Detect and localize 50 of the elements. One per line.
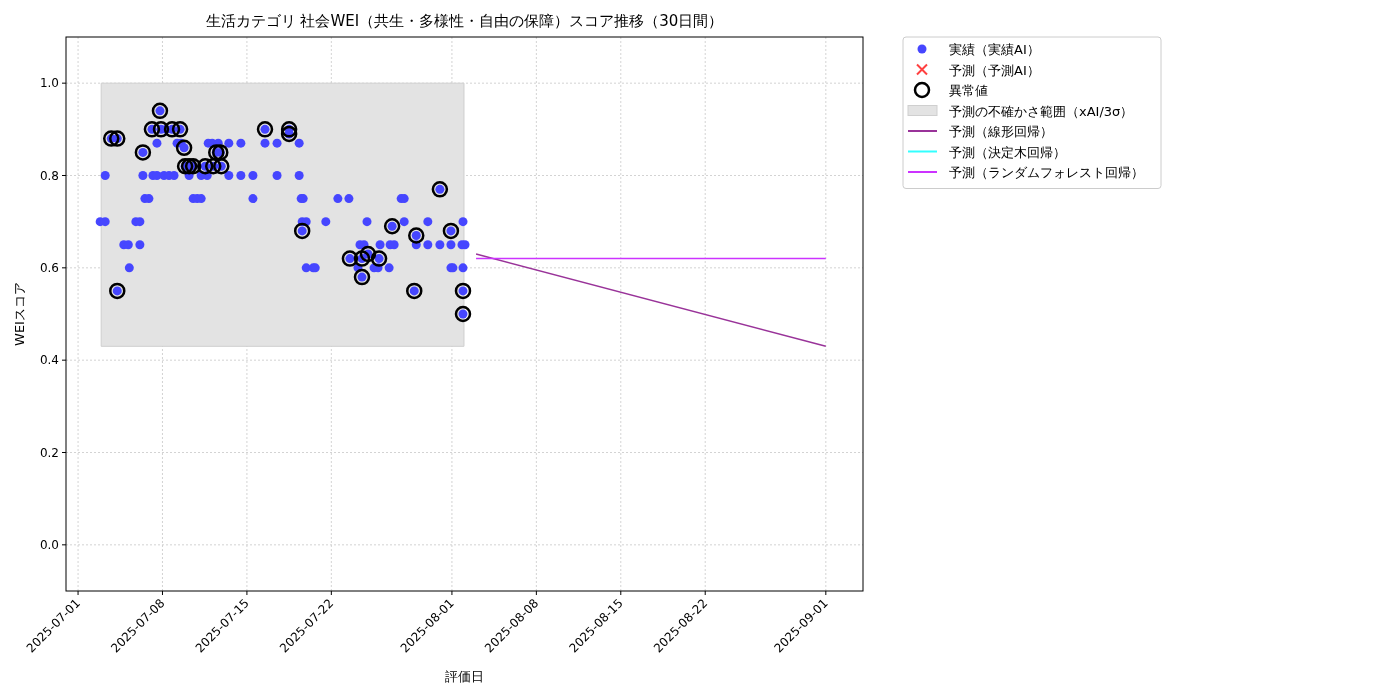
point [280,125,298,143]
point [163,121,181,138]
point [442,222,460,240]
point [176,158,194,175]
point [353,250,371,267]
y-tick-label: 1.0 [39,76,59,91]
legend-label: 予測（ランダムフォレスト回帰） [949,165,1144,180]
point [256,121,274,138]
point [431,181,449,198]
point [341,250,359,267]
x-axis-title: 評価日 [445,669,484,684]
point [143,121,161,138]
point [383,218,401,235]
point [109,282,126,300]
point [454,305,472,323]
point [204,158,222,175]
y-tick-label: 0.4 [39,353,59,368]
point [359,245,377,263]
point [171,121,189,138]
point [208,144,225,161]
legend-label: 異常値 [949,83,988,98]
point [213,158,230,175]
legend-label: 実績（実績AI） [949,42,1040,57]
point [196,158,214,175]
point [353,268,371,286]
y-tick-label: 0.8 [39,168,59,183]
point [151,102,169,120]
legend-label: 予測（予測AI） [949,62,1040,78]
point [293,222,311,240]
legend-label: 予測（決定木回帰） [949,144,1066,160]
chart-title: 生活カテゴリ 社会WEI（共生・多様性・自由の保障）スコア推移（30日間） [205,12,724,30]
point [109,130,126,147]
y-tick-label: 0.0 [39,537,59,552]
y-tick-label: 0.2 [39,445,59,460]
point [180,158,198,175]
point [175,139,193,157]
point [184,158,202,175]
point [134,144,152,161]
point [280,121,298,138]
point [408,227,425,244]
legend-label: 予測の不確かさ範囲（xAI/3σ） [949,103,1134,119]
y-tick-label: 0.6 [39,260,59,275]
point [102,130,120,147]
point [212,144,229,161]
y-axis-title: WEIスコア [12,282,27,346]
legend-label: 予測（線形回帰） [949,124,1053,139]
point [370,250,388,267]
point [152,121,170,138]
point [406,282,423,300]
point [454,282,472,300]
